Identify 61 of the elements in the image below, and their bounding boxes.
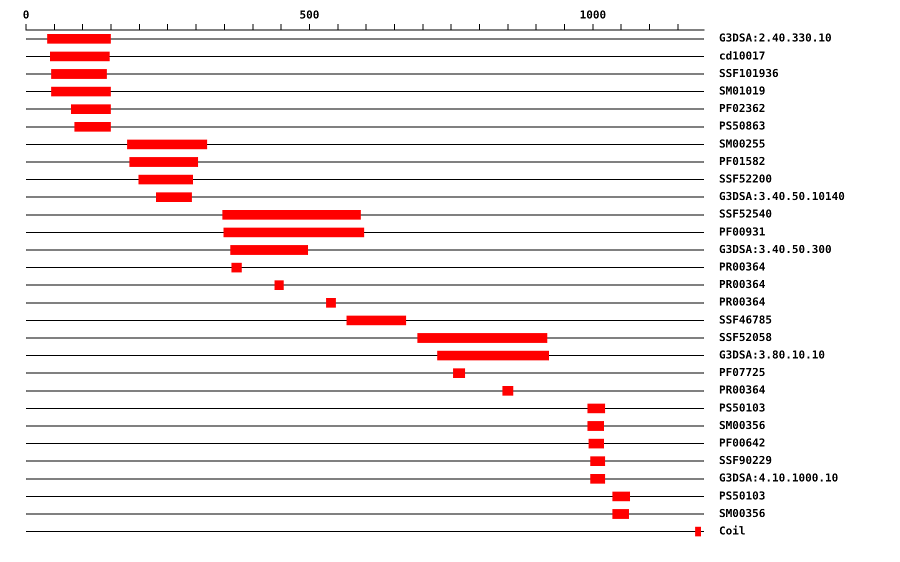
bar [224, 228, 364, 238]
bar [612, 509, 629, 519]
bar [74, 122, 111, 132]
bar [587, 404, 606, 414]
y-tick-label: SSF101936 [719, 66, 779, 80]
y-tick-label: PF00931 [719, 225, 766, 238]
y-tick-label: Coil [719, 524, 746, 538]
y-tick-label: PR00364 [719, 260, 766, 274]
bar [502, 386, 514, 396]
bar [47, 34, 111, 44]
y-tick-label: SM00356 [719, 418, 766, 432]
y-tick-label: SM00255 [719, 137, 766, 150]
x-tick-label: 500 [300, 8, 320, 22]
bar [156, 192, 192, 202]
bar [51, 86, 111, 96]
y-tick-label: PS50863 [719, 120, 766, 133]
bar [138, 174, 193, 184]
y-tick-label: SSF46785 [719, 313, 772, 326]
x-tick-label: 0 [22, 8, 30, 22]
bar [231, 262, 242, 272]
y-tick-label: SM00356 [719, 506, 766, 520]
y-tick-label: SSF90229 [719, 454, 772, 468]
y-tick-label: G3DSA:3.40.50.300 [719, 242, 832, 256]
bar [71, 104, 111, 114]
y-tick-label: PF07725 [719, 366, 766, 380]
bar [51, 69, 107, 79]
bar [695, 526, 701, 536]
y-tick-label: cd10017 [719, 49, 766, 62]
y-tick-label: G3DSA:4.10.1000.10 [719, 472, 838, 485]
y-tick-label: PF01582 [719, 154, 766, 168]
y-tick-label: SSF52200 [719, 172, 772, 186]
y-tick-label: PF00642 [719, 436, 766, 450]
y-tick-label: SSF52058 [719, 330, 772, 344]
y-tick-label: G3DSA:2.40.330.10 [719, 32, 832, 45]
y-tick-label: PR00364 [719, 296, 766, 309]
y-tick-label: SM01019 [719, 84, 766, 98]
bar [590, 456, 606, 466]
y-tick-label: PS50103 [719, 489, 766, 502]
y-tick-label: SSF52540 [719, 208, 772, 221]
bar [346, 316, 406, 326]
bar [222, 210, 361, 220]
bar [453, 368, 466, 378]
x-tick-label: 1000 [580, 8, 606, 22]
bar [274, 280, 284, 290]
bar [587, 421, 604, 431]
bar [230, 245, 308, 255]
bar [127, 140, 208, 150]
y-tick-label: G3DSA:3.80.10.10 [719, 348, 825, 362]
bar [590, 474, 606, 484]
bar [50, 52, 110, 62]
y-tick-label: PF02362 [719, 102, 766, 116]
y-tick-label: PS50103 [719, 401, 766, 414]
y-tick-label: G3DSA:3.40.50.10140 [719, 190, 845, 204]
bar [437, 350, 549, 360]
bar [612, 492, 630, 502]
bar [326, 298, 336, 308]
bar [417, 333, 548, 343]
bar [588, 438, 604, 448]
y-tick-label: PR00364 [719, 384, 766, 397]
bar [129, 157, 198, 167]
y-tick-label: PR00364 [719, 278, 766, 292]
